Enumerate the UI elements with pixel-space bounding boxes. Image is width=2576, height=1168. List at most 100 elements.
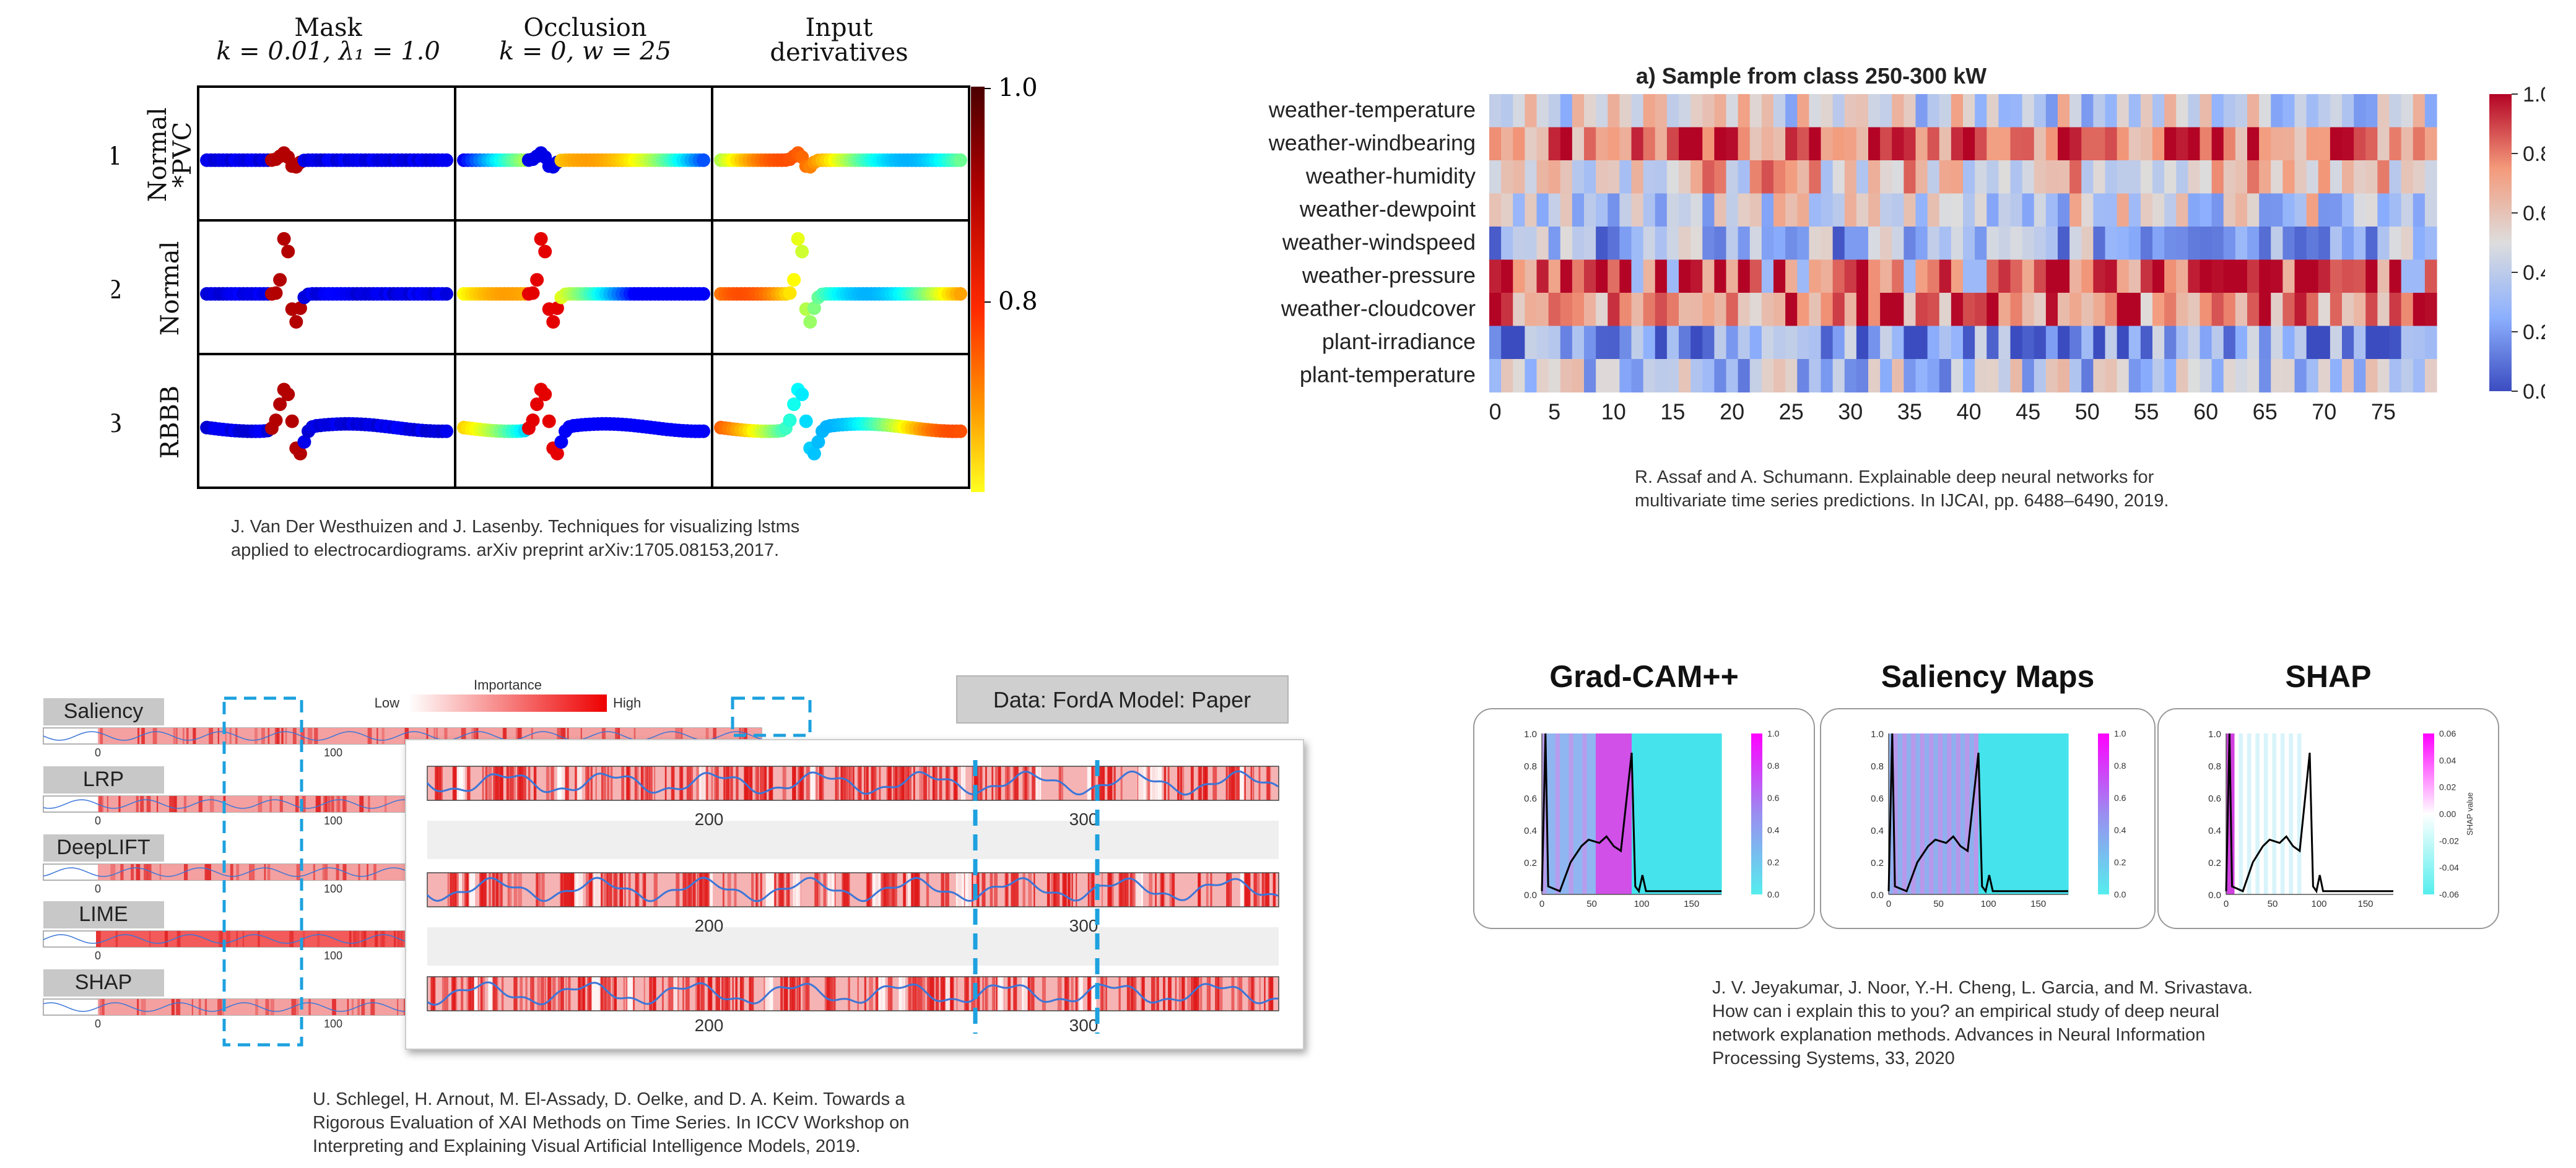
zoom-strip-mark xyxy=(898,766,900,800)
heatmap-cell xyxy=(2045,160,2058,194)
heatmap-cell xyxy=(1501,193,1513,227)
heatmap-cell xyxy=(1844,259,1857,293)
heatmap-cell xyxy=(1998,127,2011,161)
heatmap-cell xyxy=(2354,127,2366,161)
heatmap-cell xyxy=(2424,293,2437,327)
zoom-strip-mark xyxy=(991,977,994,1011)
heatmap-cell xyxy=(1963,227,1975,261)
heatmap-cell xyxy=(2223,193,2236,227)
heatmap-cell xyxy=(2200,227,2213,261)
heatmap-cell xyxy=(1513,127,1525,161)
heatmap-xtick-40: 40 xyxy=(1957,399,1982,425)
zoom-strip-mark xyxy=(1177,766,1179,800)
method-label-deeplift: DeepLIFT xyxy=(56,836,150,859)
zoom-strip-mark xyxy=(560,977,564,1011)
heatmap-cell xyxy=(2188,326,2201,360)
ecg-point xyxy=(281,387,295,402)
method-strip-mark xyxy=(261,728,265,744)
zoom-strip-gap xyxy=(699,766,706,800)
heatmap-cell xyxy=(2294,227,2307,261)
zoom-strip-mark xyxy=(751,873,754,907)
heatmap-cell xyxy=(1726,359,1739,393)
heatmap-cell xyxy=(2365,326,2378,360)
row-number-3: 3 xyxy=(111,410,123,438)
zoom-strip-mark xyxy=(451,977,456,1011)
zoom-strip-mark xyxy=(1046,873,1050,907)
heatmap-cell xyxy=(2330,127,2343,161)
zoom-strip-mark xyxy=(711,766,713,800)
heatmap-cell xyxy=(1880,127,1892,161)
heatmap-cell xyxy=(1666,259,1679,293)
heatmap-cell xyxy=(1761,227,1774,261)
heatmap-cell xyxy=(2105,160,2118,194)
heatmap-xtick-30: 30 xyxy=(1838,399,1863,425)
method-strip-mark xyxy=(307,728,313,744)
zoom-strip-mark xyxy=(974,766,977,800)
heatmap-cell xyxy=(1702,127,1715,161)
heatmap-cell xyxy=(2401,160,2414,194)
ecg-point xyxy=(803,315,817,329)
heatmap-cell xyxy=(1513,359,1525,393)
zoom-strip-mark xyxy=(1244,766,1246,800)
ecg-point xyxy=(277,231,291,246)
heatmap-cell xyxy=(2235,359,2248,393)
heatmap-cell xyxy=(2188,94,2201,128)
heatmap-cell xyxy=(1489,293,1502,327)
attr-band xyxy=(1672,733,1677,894)
heatmap-cell xyxy=(1868,94,1881,128)
heatmap-cell xyxy=(1785,293,1798,327)
heatmap-cell xyxy=(2424,127,2437,161)
heatmap-cell xyxy=(2093,127,2106,161)
heatmap-cell xyxy=(2164,359,2177,393)
zoom-strip-mark xyxy=(725,766,730,800)
heatmap-cell xyxy=(1975,326,1987,360)
zoom-strip-gap xyxy=(577,766,582,800)
heatmap-cell xyxy=(1726,227,1739,261)
ecg-cell-border xyxy=(711,353,970,489)
method-strip-mark xyxy=(183,728,185,744)
zoom-strip-mark xyxy=(946,766,949,800)
heatmap-cell xyxy=(2140,127,2153,161)
heatmap-cell xyxy=(1809,94,1822,128)
heatmap-cell xyxy=(1939,293,1952,327)
method-strip-mark xyxy=(296,864,301,880)
method-strip-mark xyxy=(250,864,255,880)
heatmap-cell xyxy=(1584,259,1596,293)
heatmap-cell xyxy=(2235,259,2248,293)
heatmap-cell xyxy=(1702,326,1715,360)
zoom-strip-mark xyxy=(1172,873,1175,907)
zoom-strip-mark xyxy=(685,873,690,907)
heatmap-cell xyxy=(2093,293,2106,327)
zoom-strip-mark xyxy=(692,873,694,907)
zoom-strip-mark xyxy=(732,977,734,1011)
zoom-strip-mark xyxy=(1248,977,1251,1011)
method-strip-mark xyxy=(164,931,168,947)
heatmap-cell xyxy=(2413,227,2426,261)
heatmap-cell xyxy=(1749,293,1762,327)
method-strip-mark xyxy=(444,728,448,744)
heatmap-cell xyxy=(1880,160,1892,194)
col-header-mask: Mask xyxy=(294,14,362,42)
method-strip-mark xyxy=(313,864,315,880)
heatmap-cell xyxy=(2034,160,2047,194)
heatmap-cell xyxy=(1525,127,1538,161)
zoom-strip-mark xyxy=(1098,766,1102,800)
heatmap-cell xyxy=(2377,94,2390,128)
heatmap-cell xyxy=(1608,94,1620,128)
heatmap-cell xyxy=(1951,160,1964,194)
method-strip-mark xyxy=(118,796,121,812)
heatmap-cell xyxy=(1809,160,1822,194)
attr-ytick: 0.0 xyxy=(2208,890,2221,901)
zoom-strip-mark xyxy=(488,766,492,800)
heatmap-cell xyxy=(1986,227,1999,261)
heatmap-cell xyxy=(1927,94,1940,128)
heatmap-cell xyxy=(1951,259,1964,293)
zoom-strip-mark xyxy=(891,873,894,907)
heatmap-cell xyxy=(1513,293,1525,327)
method-strip-mark xyxy=(531,728,533,744)
attr-colorbar xyxy=(2423,733,2434,894)
heatmap-cell xyxy=(2282,227,2295,261)
method-label-shap: SHAP xyxy=(75,971,133,994)
zoom-strip-mark xyxy=(1160,873,1164,907)
